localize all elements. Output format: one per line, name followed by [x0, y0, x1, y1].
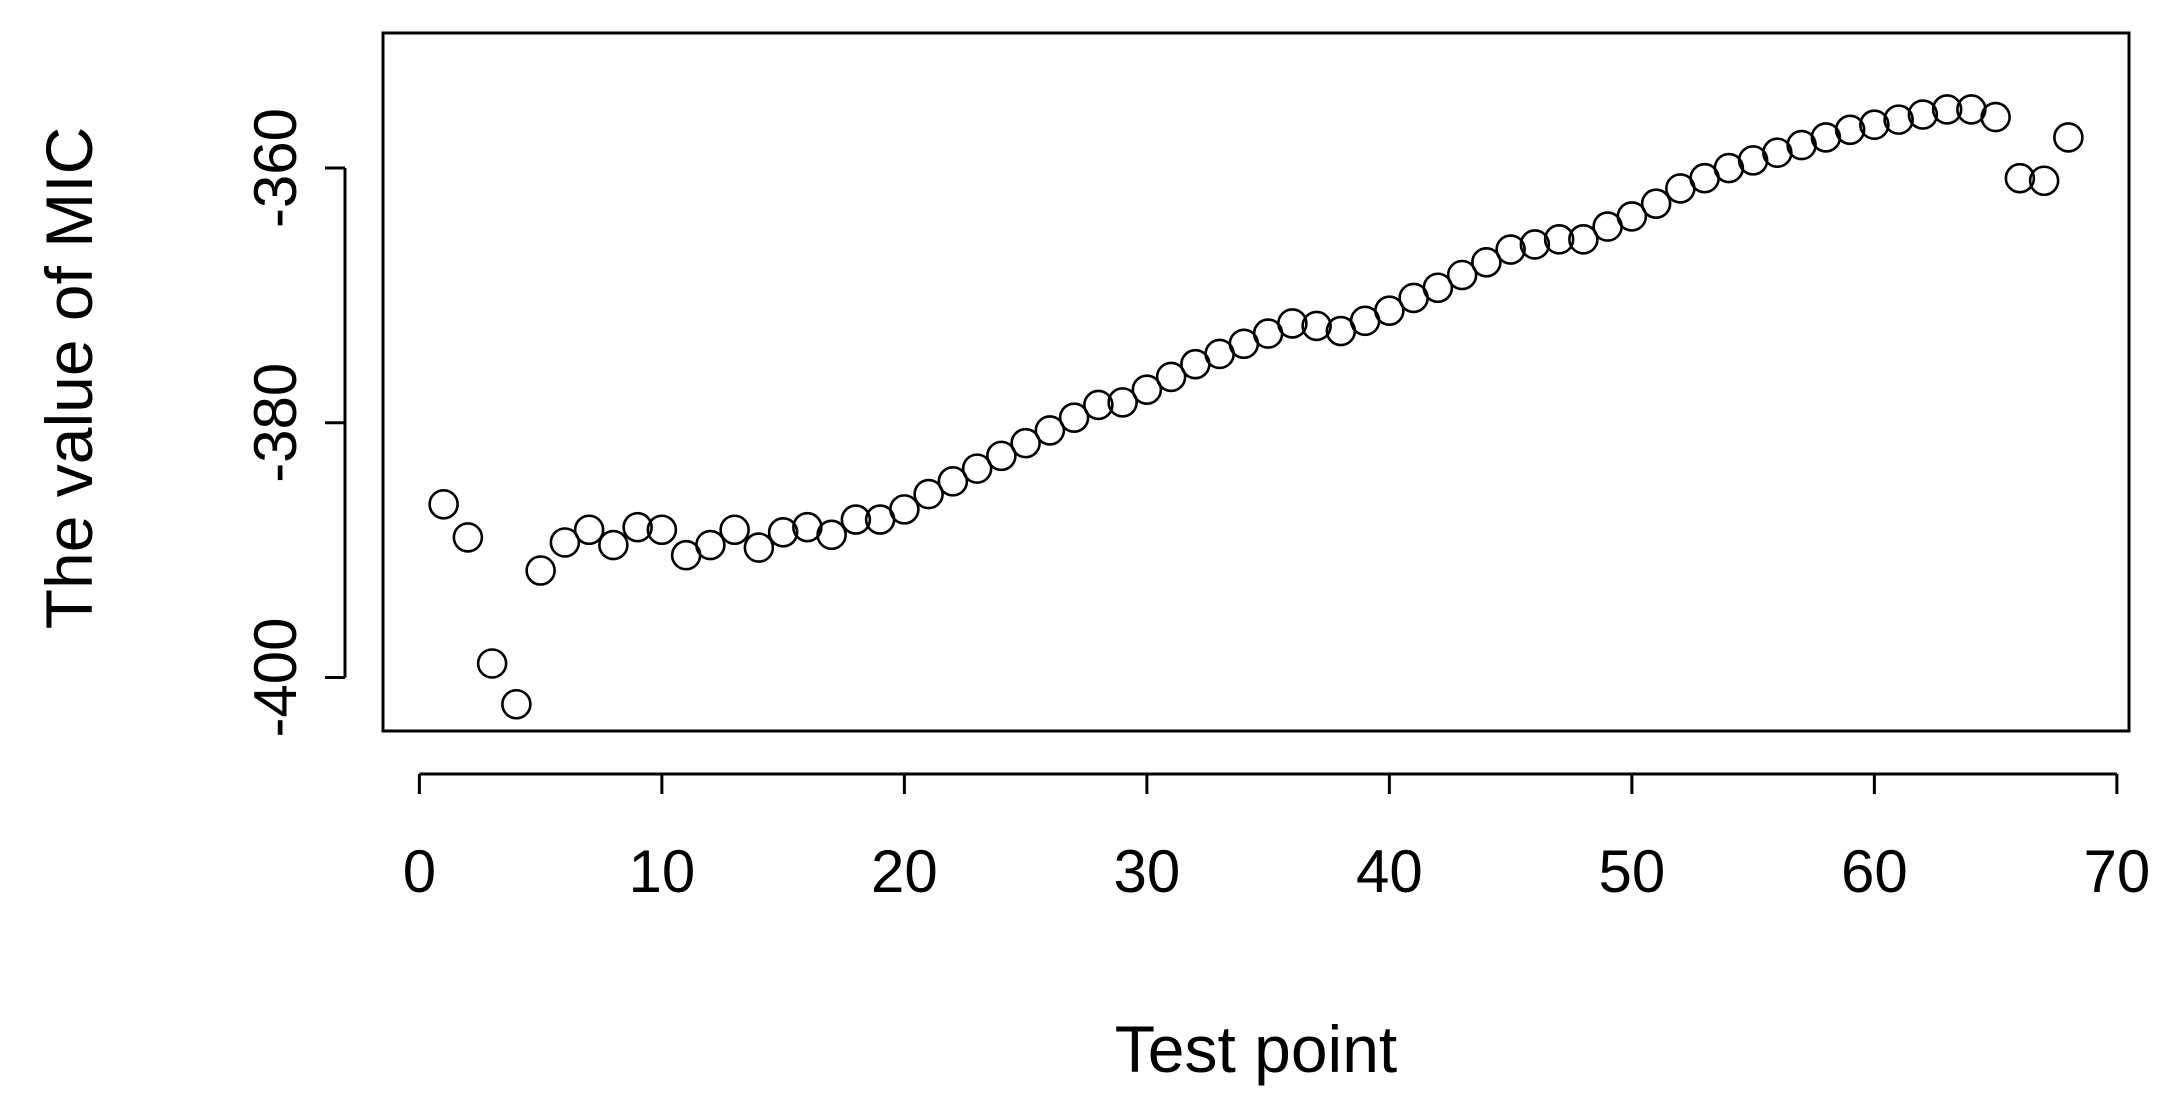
data-point: [1083, 389, 1114, 421]
data-point: [1883, 104, 1914, 135]
data-point: [1446, 259, 1478, 291]
data-point: [1374, 295, 1405, 326]
x-axis-title: Test point: [1115, 1012, 1398, 1086]
data-point: [1131, 374, 1163, 405]
y-tick-label: -380: [242, 363, 309, 483]
y-axis: -400 -380 -360: [242, 108, 347, 738]
data-point: [816, 519, 847, 551]
data-point: [1568, 224, 1599, 255]
data-point: [889, 494, 920, 525]
data-point: [1519, 229, 1551, 260]
data-point: [622, 511, 653, 543]
data-point: [1422, 272, 1454, 304]
data-point: [1058, 402, 1090, 433]
data-point: [525, 555, 556, 586]
data-point: [549, 527, 581, 558]
data-point: [1277, 308, 1308, 339]
data-point: [646, 514, 678, 546]
data-point: [743, 532, 775, 563]
data-point: [1640, 188, 1672, 219]
plot-frame: [381, 31, 2131, 733]
data-point: [1010, 427, 1041, 459]
data-point: [476, 648, 508, 679]
x-tick-label: 10: [629, 838, 696, 905]
data-point: [986, 440, 1017, 472]
data-point: [913, 478, 944, 510]
data-point: [428, 488, 459, 520]
data-point: [1834, 114, 1866, 146]
x-tick-label: 30: [1114, 838, 1181, 905]
data-point: [1543, 224, 1575, 255]
x-axis: 0 10 20 30 40 50 60 70: [403, 772, 2151, 905]
data-point: [2004, 162, 2036, 194]
data-point: [961, 453, 993, 484]
data-point: [840, 504, 872, 535]
data-points: [428, 94, 2084, 720]
data-point: [1034, 415, 1066, 446]
data-point: [695, 529, 726, 561]
data-point: [1859, 109, 1890, 141]
data-point: [1107, 387, 1138, 418]
data-point: [1907, 99, 1939, 130]
data-point: [767, 516, 799, 548]
y-tick-label: -360: [242, 108, 309, 228]
x-tick-label: 40: [1356, 838, 1423, 905]
x-tick-label: 70: [2084, 838, 2151, 905]
data-point: [1931, 94, 1963, 125]
data-point: [452, 522, 484, 553]
data-point: [598, 529, 629, 561]
x-tick-label: 60: [1841, 838, 1908, 905]
x-tick-label: 50: [1599, 838, 1666, 905]
data-point: [1980, 101, 2011, 133]
x-tick-label: 0: [403, 838, 436, 905]
data-point: [937, 466, 969, 497]
data-point: [1495, 234, 1526, 265]
data-point: [2053, 122, 2084, 153]
data-point: [1616, 201, 1648, 232]
data-point: [1155, 361, 1187, 393]
y-tick-label: -400: [242, 617, 309, 737]
y-axis-title: The value of MIC: [32, 127, 106, 630]
data-point: [2028, 165, 2060, 197]
x-tick-label: 20: [871, 838, 938, 905]
data-point: [573, 514, 605, 546]
data-point: [1301, 310, 1332, 342]
data-point: [719, 514, 750, 546]
data-point: [1471, 246, 1502, 278]
data-point: [501, 688, 532, 720]
